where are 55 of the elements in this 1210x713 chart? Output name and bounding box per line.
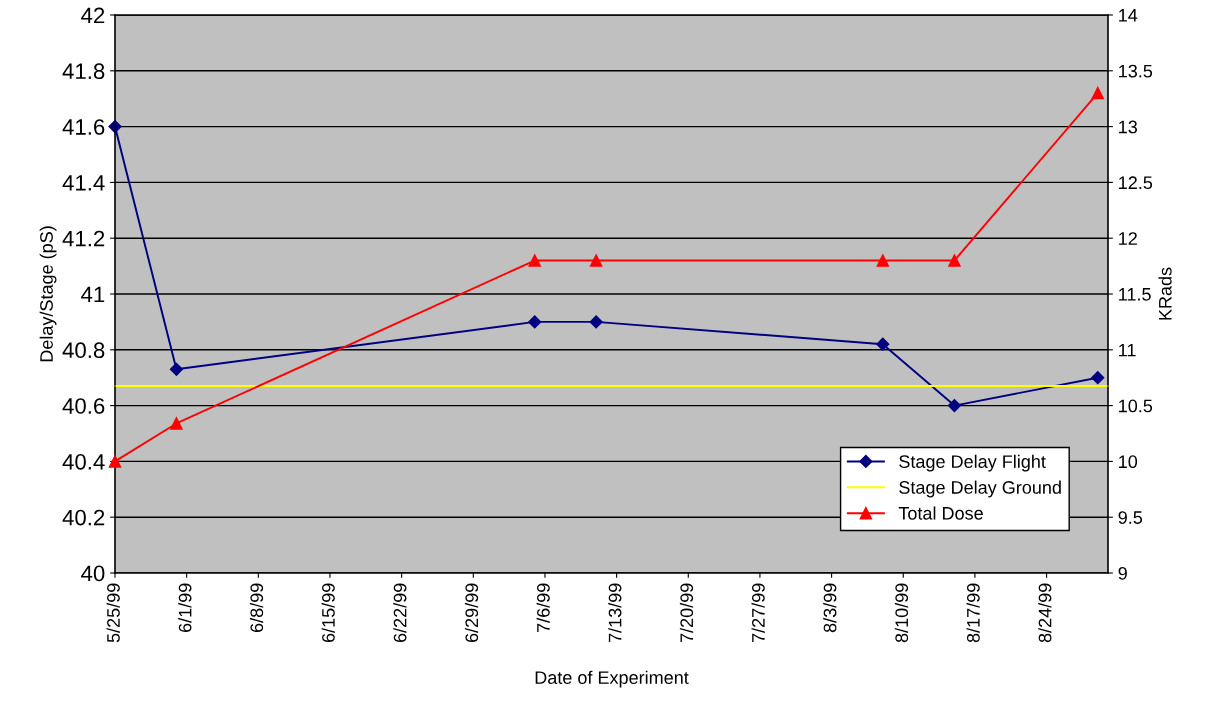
legend-label: Stage Delay Flight [899, 454, 1046, 472]
y-tick-label: 40.6 [62, 398, 105, 414]
y2-tick-label: 13.5 [1119, 64, 1153, 78]
x-tick-label: 5/25/99 [106, 583, 120, 643]
point [876, 337, 890, 351]
y-tick-label: 40.8 [62, 342, 105, 359]
x-tick-label: 8/24/99 [1038, 583, 1052, 643]
x-tick-label: 6/15/99 [321, 583, 335, 643]
y2-axis-title: KRads [1158, 267, 1172, 320]
x-tick-label: 7/20/99 [679, 583, 694, 643]
point [528, 254, 541, 267]
x-tick-label: 7/13/99 [608, 583, 622, 643]
x-tick-label: 6/29/99 [464, 583, 479, 643]
y2-tick-label: 10 [1119, 455, 1138, 469]
point [589, 254, 603, 267]
y-tick-label: 42 [81, 7, 105, 24]
y2-tick-label: 13 [1119, 120, 1138, 134]
x-tick-label: 7/27/99 [751, 583, 765, 643]
x-tick-label: 6/22/99 [393, 583, 407, 643]
x-axis-title: Date of Experiment [535, 670, 689, 688]
point [528, 315, 542, 329]
x-tick-label: 8/3/99 [823, 583, 837, 633]
y2-tick-label: 10.5 [1119, 399, 1153, 413]
y2-tick-label: 9 [1118, 566, 1127, 580]
point [1091, 86, 1105, 100]
point [876, 254, 890, 267]
y2-tick-label: 9.5 [1118, 511, 1143, 524]
y-tick-label: 41.6 [62, 119, 105, 135]
y2-tick-label: 11.5 [1119, 288, 1151, 301]
y-tick-label: 41.4 [62, 175, 105, 191]
point [170, 417, 183, 430]
y-tick-label: 40 [81, 565, 105, 582]
x-tick-label: 6/1/99 [178, 583, 192, 632]
y2-tick-label: 11 [1119, 343, 1136, 357]
y-tick-label: 40.2 [62, 509, 105, 526]
point [108, 455, 122, 468]
y-tick-label: 41 [81, 286, 105, 303]
legend-label: Stage Delay Ground [899, 480, 1061, 498]
point [1091, 371, 1105, 385]
y2-tick-label: 12 [1119, 232, 1137, 245]
point [947, 399, 962, 413]
y-tick-label: 41.2 [62, 230, 105, 247]
point [589, 315, 603, 329]
point [948, 254, 961, 267]
y-tick-label: 41.8 [62, 63, 105, 80]
y-tick-label: 40.4 [62, 453, 105, 470]
x-tick-label: 8/17/99 [966, 583, 980, 643]
y2-tick-label: 12.5 [1119, 176, 1153, 190]
x-tick-label: 6/8/99 [249, 583, 264, 632]
y-axis-title: Delay/Stage (pS) [39, 226, 57, 362]
legend-label: Total Dose [898, 506, 983, 520]
y2-tick-label: 14 [1119, 9, 1138, 22]
x-tick-label: 8/10/99 [894, 583, 909, 643]
x-tick-label: 7/6/99 [536, 583, 550, 632]
point [169, 362, 184, 376]
